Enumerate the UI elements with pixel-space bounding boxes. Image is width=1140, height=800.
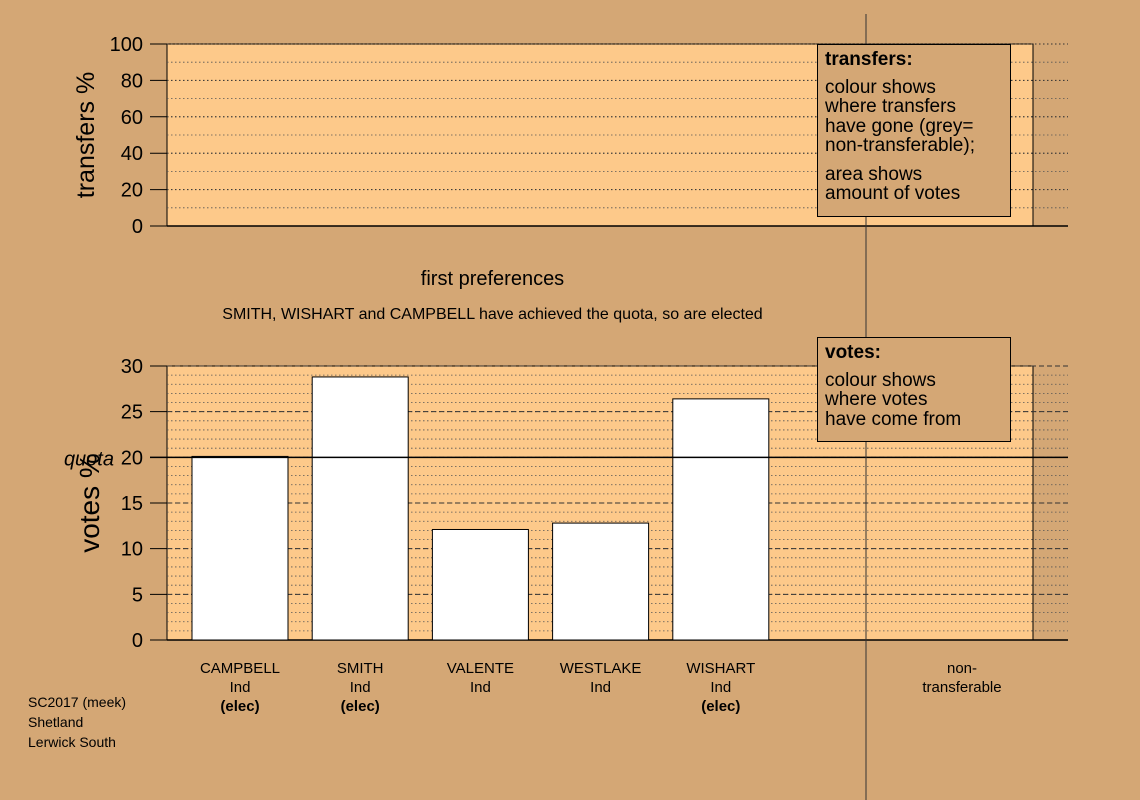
votes-legend: votes: colour shows where votes have com… bbox=[817, 337, 1011, 442]
votes-legend-line: colour shows bbox=[825, 369, 936, 391]
candidate-label-smith: SMITH Ind (elec) bbox=[290, 659, 430, 716]
y-tick-label: 60 bbox=[121, 107, 143, 129]
y-tick-label: 40 bbox=[121, 143, 143, 165]
transfers-legend-line: have gone (grey= bbox=[825, 115, 974, 137]
y-tick-label: 20 bbox=[121, 447, 143, 469]
footer-council: Shetland bbox=[28, 714, 84, 730]
footer-info: SC2017 (meek) Shetland Lerwick South bbox=[28, 692, 126, 752]
candidate-party: Ind bbox=[710, 679, 732, 696]
candidate-party: Ind bbox=[349, 679, 371, 696]
candidate-label-campbell: CAMPBELL Ind (elec) bbox=[170, 659, 310, 716]
y-tick-label: 100 bbox=[110, 34, 143, 56]
y-tick-label: 15 bbox=[121, 493, 143, 515]
y-tick-label: 0 bbox=[132, 630, 143, 652]
transfers-legend-line: non-transferable); bbox=[825, 135, 975, 156]
footer-ward: Lerwick South bbox=[28, 734, 116, 750]
y-tick-label: 5 bbox=[132, 584, 143, 606]
candidate-party: Ind bbox=[590, 679, 612, 696]
y-tick-label: 10 bbox=[121, 539, 143, 561]
y-tick-label: 80 bbox=[121, 70, 143, 92]
non-transferable-label-line: non- bbox=[946, 660, 978, 677]
y-tick-label: 30 bbox=[121, 356, 143, 378]
candidate-status: (elec) bbox=[220, 698, 260, 715]
stage-note: SMITH, WISHART and CAMPBELL have achieve… bbox=[222, 306, 763, 323]
transfers-legend-line: where transfers bbox=[825, 96, 956, 117]
votes-legend-line: have come from bbox=[825, 408, 962, 430]
y-tick-label: 25 bbox=[121, 402, 143, 424]
transfers-legend-title: transfers: bbox=[825, 49, 913, 70]
non-transferable-label: non-transferable bbox=[892, 659, 1032, 697]
candidate-status: (elec) bbox=[701, 698, 741, 715]
candidate-label-wishart: WISHART Ind (elec) bbox=[651, 659, 791, 716]
y-tick-label: 20 bbox=[121, 180, 143, 202]
votes-legend-line: where votes bbox=[825, 389, 928, 410]
candidate-name: WESTLAKE bbox=[559, 660, 642, 677]
y-axis-label: transfers % bbox=[72, 72, 100, 198]
candidate-name: CAMPBELL bbox=[199, 660, 281, 677]
bar-wishart bbox=[672, 398, 770, 641]
candidate-name: VALENTE bbox=[446, 660, 515, 677]
candidate-label-valente: VALENTE Ind bbox=[410, 659, 550, 697]
non-transferable-label-line: transferable bbox=[922, 679, 1002, 696]
candidate-name: SMITH bbox=[336, 660, 384, 677]
candidate-status: (elec) bbox=[340, 698, 380, 715]
bar-campbell bbox=[191, 455, 289, 641]
candidate-name: WISHART bbox=[686, 660, 756, 677]
stage-title: first preferences bbox=[420, 268, 565, 290]
quota-label: quota bbox=[64, 448, 114, 470]
footer-election: SC2017 (meek) bbox=[28, 694, 127, 710]
transfers-legend: transfers: colour shows where transfers … bbox=[817, 44, 1011, 217]
transfers-legend-line: colour shows bbox=[825, 76, 936, 98]
y-tick-label: 0 bbox=[132, 216, 143, 238]
transfers-legend-line: area shows bbox=[825, 163, 923, 185]
bar-westlake bbox=[552, 522, 650, 641]
y-axis-label: votes % bbox=[74, 453, 105, 553]
candidate-label-westlake: WESTLAKE Ind bbox=[531, 659, 671, 697]
transfers-legend-line: amount of votes bbox=[825, 183, 961, 204]
bar-smith bbox=[311, 376, 409, 641]
candidate-party: Ind bbox=[469, 679, 491, 696]
votes-legend-title: votes: bbox=[825, 342, 881, 363]
bar-valente bbox=[431, 528, 529, 641]
candidate-party: Ind bbox=[229, 679, 251, 696]
